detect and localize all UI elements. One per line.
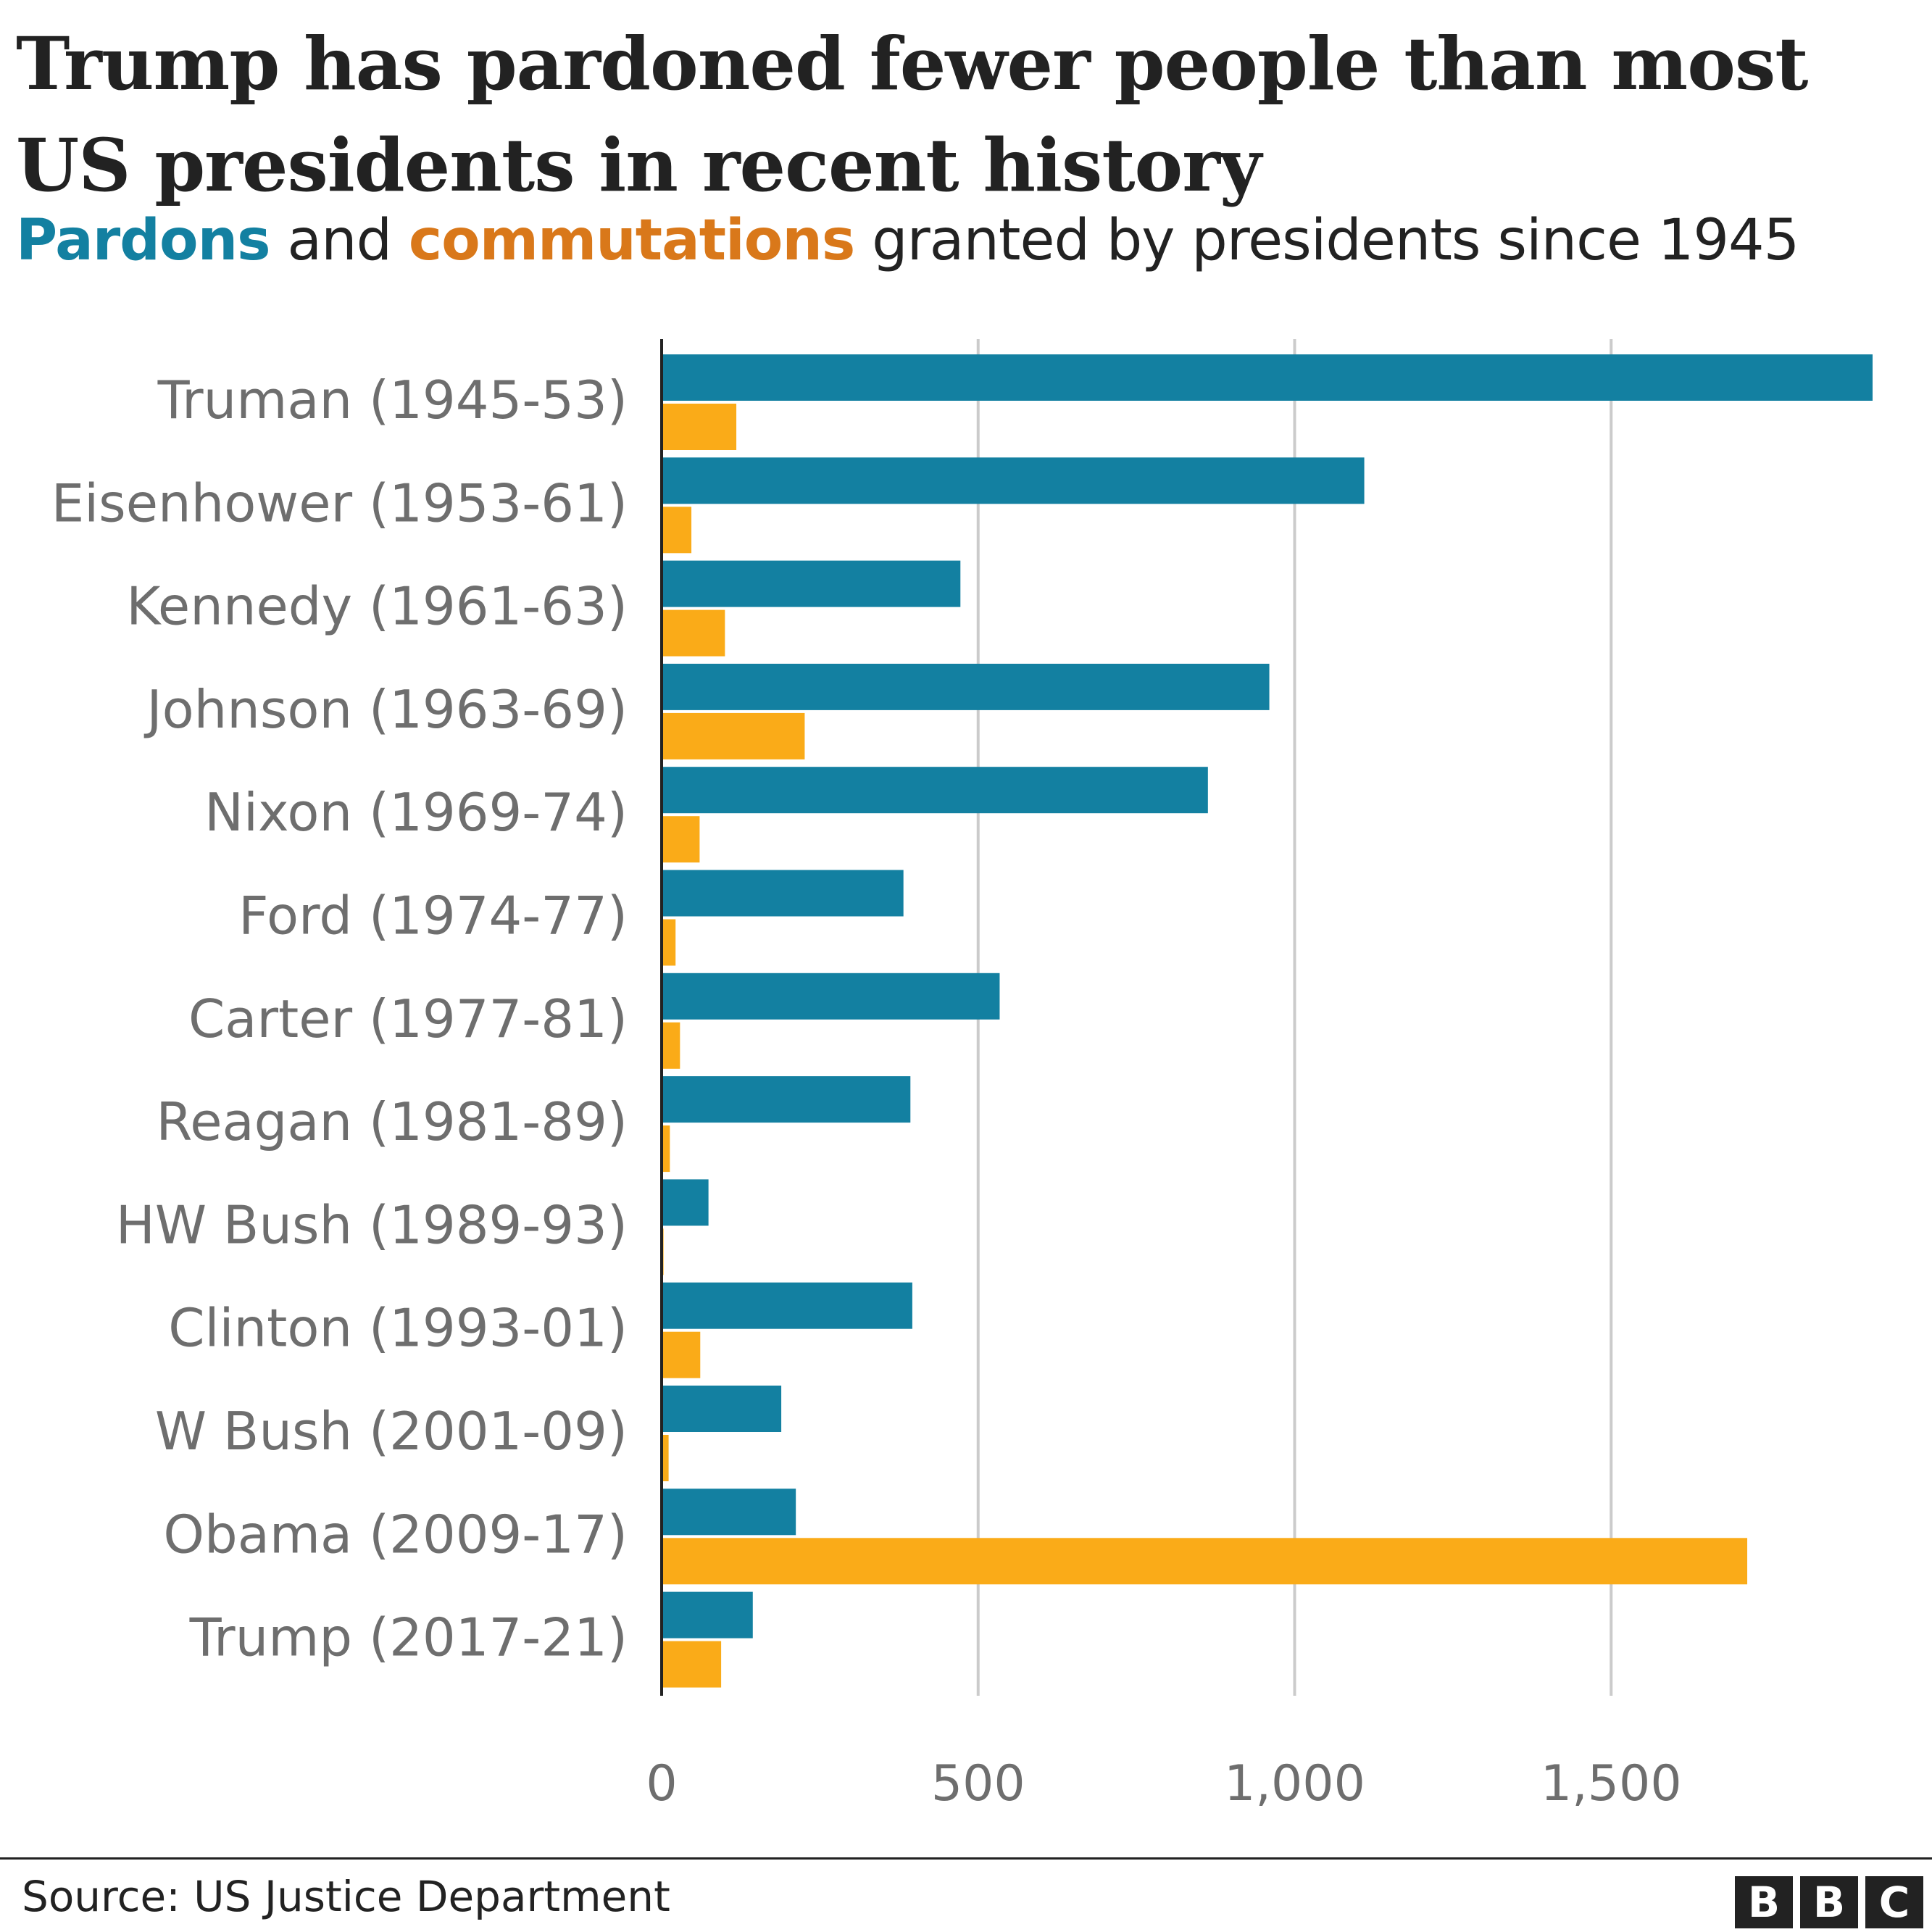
category-label: Kennedy (1961-63) [126, 576, 628, 637]
category-label: Clinton (1993-01) [168, 1298, 628, 1359]
category-label: Nixon (1969-74) [204, 782, 628, 843]
category-label: HW Bush (1989-93) [116, 1194, 628, 1255]
bars [662, 354, 1873, 1688]
bar-commutations [662, 507, 692, 554]
category-labels: Truman (1945-53) Eisenhower (1953-61) Kenn… [51, 370, 628, 1668]
grid-lines [976, 339, 1613, 1696]
category-label: Johnson (1963-69) [143, 679, 628, 740]
bar-commutations [662, 1641, 722, 1688]
category-label: Reagan (1981-89) [156, 1091, 628, 1152]
bar-pardons [662, 1386, 782, 1432]
footer-divider [0, 1857, 1932, 1860]
subtitle-and: and [270, 208, 409, 273]
category-label: Truman (1945-53) [157, 370, 628, 430]
bar-pardons [662, 1591, 753, 1639]
x-axis-tick-labels: 0 500 1,000 1,500 [646, 1755, 1681, 1812]
bar-pardons [662, 1076, 911, 1123]
bar-pardons [662, 973, 1000, 1020]
bar-commutations [662, 816, 700, 863]
bar-pardons [662, 1179, 709, 1226]
x-tick-label: 1,500 [1541, 1755, 1682, 1812]
subtitle-pardons-key: Pardons [16, 208, 271, 273]
bar-pardons [662, 457, 1365, 504]
category-label: Eisenhower (1953-61) [51, 472, 628, 533]
chart-subtitle: Pardons and commutations granted by pres… [16, 204, 1799, 277]
bar-commutations [662, 1538, 1748, 1585]
bar-commutations [662, 919, 676, 966]
bar-pardons [662, 870, 904, 917]
x-tick-label: 0 [646, 1755, 677, 1812]
bar-pardons [662, 767, 1208, 814]
bar-pardons [662, 1488, 796, 1536]
bar-pardons [662, 354, 1873, 401]
category-label: W Bush (2001-09) [155, 1401, 628, 1462]
bar-pardons [662, 663, 1270, 710]
category-label: Obama (2009-17) [163, 1504, 628, 1565]
bar-commutations [662, 1022, 680, 1069]
bar-commutations [662, 1435, 669, 1481]
category-label: Trump (2017-21) [189, 1607, 628, 1668]
bar-pardons [662, 560, 961, 607]
category-label: Carter (1977-81) [188, 988, 628, 1049]
subtitle-commutations-key: commutations [408, 208, 855, 273]
bar-commutations [662, 404, 737, 450]
bbc-logo-letter: C [1865, 1876, 1923, 1928]
x-tick-label: 1,000 [1224, 1755, 1365, 1812]
bbc-logo-letter: B [1800, 1876, 1858, 1928]
bar-pardons [662, 1282, 912, 1329]
chart-title: Trump has pardoned fewer people than mos… [16, 21, 1808, 208]
bbc-logo: B B C [1735, 1876, 1923, 1928]
source-note: Source: US Justice Department [22, 1872, 670, 1921]
bar-commutations [662, 1125, 670, 1173]
bar-chart: Truman (1945-53) Eisenhower (1953-61) Kenn… [51, 339, 1873, 1812]
bar-commutations [662, 1331, 701, 1378]
bar-commutations [662, 609, 725, 657]
bar-commutations [662, 712, 805, 759]
x-tick-label: 500 [931, 1755, 1025, 1812]
subtitle-rest: granted by presidents since 1945 [854, 208, 1799, 273]
category-label: Ford (1974-77) [238, 886, 628, 946]
bbc-logo-letter: B [1735, 1876, 1793, 1928]
